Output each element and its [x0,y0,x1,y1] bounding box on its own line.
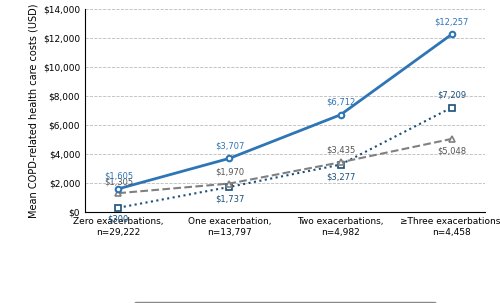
Text: $12,257: $12,257 [434,17,469,26]
Text: $6,712: $6,712 [326,98,355,107]
Text: $1,970: $1,970 [215,168,244,177]
Text: $3,435: $3,435 [326,145,355,154]
Text: $1,737: $1,737 [215,195,244,204]
Legend: Medical costs*, Pharmacy costs*, Total costs*: Medical costs*, Pharmacy costs*, Total c… [134,302,436,303]
Text: $5,048: $5,048 [437,147,466,156]
Text: $300: $300 [108,214,129,223]
Text: $1,605: $1,605 [104,172,133,181]
Text: $3,277: $3,277 [326,173,355,181]
Text: $1,305: $1,305 [104,178,133,187]
Text: $3,707: $3,707 [215,141,244,150]
Text: $7,209: $7,209 [437,91,466,100]
Y-axis label: Mean COPD-related health care costs (USD): Mean COPD-related health care costs (USD… [28,3,38,218]
